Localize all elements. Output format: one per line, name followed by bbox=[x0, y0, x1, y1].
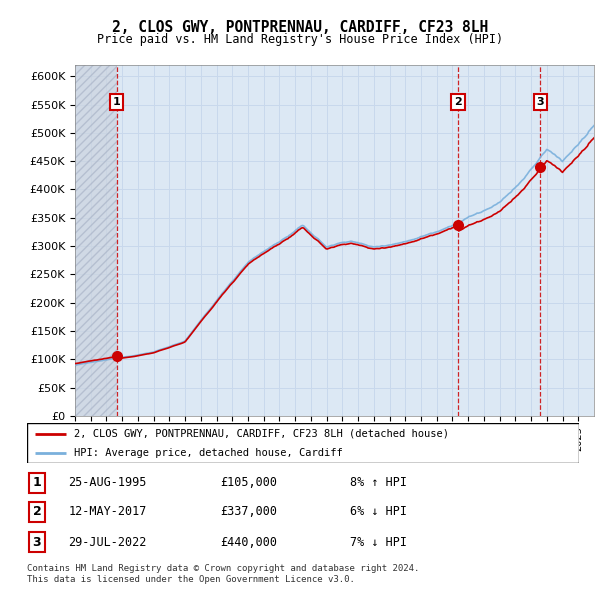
Text: 1: 1 bbox=[113, 97, 121, 107]
Text: HPI: Average price, detached house, Cardiff: HPI: Average price, detached house, Card… bbox=[74, 448, 343, 458]
Text: 3: 3 bbox=[536, 97, 544, 107]
Text: £337,000: £337,000 bbox=[220, 505, 277, 519]
Text: 1: 1 bbox=[32, 476, 41, 489]
Text: 2, CLOS GWY, PONTPRENNAU, CARDIFF, CF23 8LH: 2, CLOS GWY, PONTPRENNAU, CARDIFF, CF23 … bbox=[112, 20, 488, 35]
Text: £440,000: £440,000 bbox=[220, 536, 277, 549]
Text: This data is licensed under the Open Government Licence v3.0.: This data is licensed under the Open Gov… bbox=[27, 575, 355, 584]
FancyBboxPatch shape bbox=[27, 423, 579, 463]
Text: £105,000: £105,000 bbox=[220, 476, 277, 489]
Text: 12-MAY-2017: 12-MAY-2017 bbox=[68, 505, 147, 519]
Text: Contains HM Land Registry data © Crown copyright and database right 2024.: Contains HM Land Registry data © Crown c… bbox=[27, 564, 419, 573]
Text: 2: 2 bbox=[454, 97, 462, 107]
Text: 25-AUG-1995: 25-AUG-1995 bbox=[68, 476, 147, 489]
Text: 2: 2 bbox=[32, 505, 41, 519]
Text: Price paid vs. HM Land Registry's House Price Index (HPI): Price paid vs. HM Land Registry's House … bbox=[97, 33, 503, 46]
Text: 7% ↓ HPI: 7% ↓ HPI bbox=[350, 536, 407, 549]
Bar bbox=[75, 65, 116, 416]
Text: 2, CLOS GWY, PONTPRENNAU, CARDIFF, CF23 8LH (detached house): 2, CLOS GWY, PONTPRENNAU, CARDIFF, CF23 … bbox=[74, 429, 449, 439]
Text: 3: 3 bbox=[32, 536, 41, 549]
Text: 29-JUL-2022: 29-JUL-2022 bbox=[68, 536, 147, 549]
Text: 8% ↑ HPI: 8% ↑ HPI bbox=[350, 476, 407, 489]
Text: 6% ↓ HPI: 6% ↓ HPI bbox=[350, 505, 407, 519]
